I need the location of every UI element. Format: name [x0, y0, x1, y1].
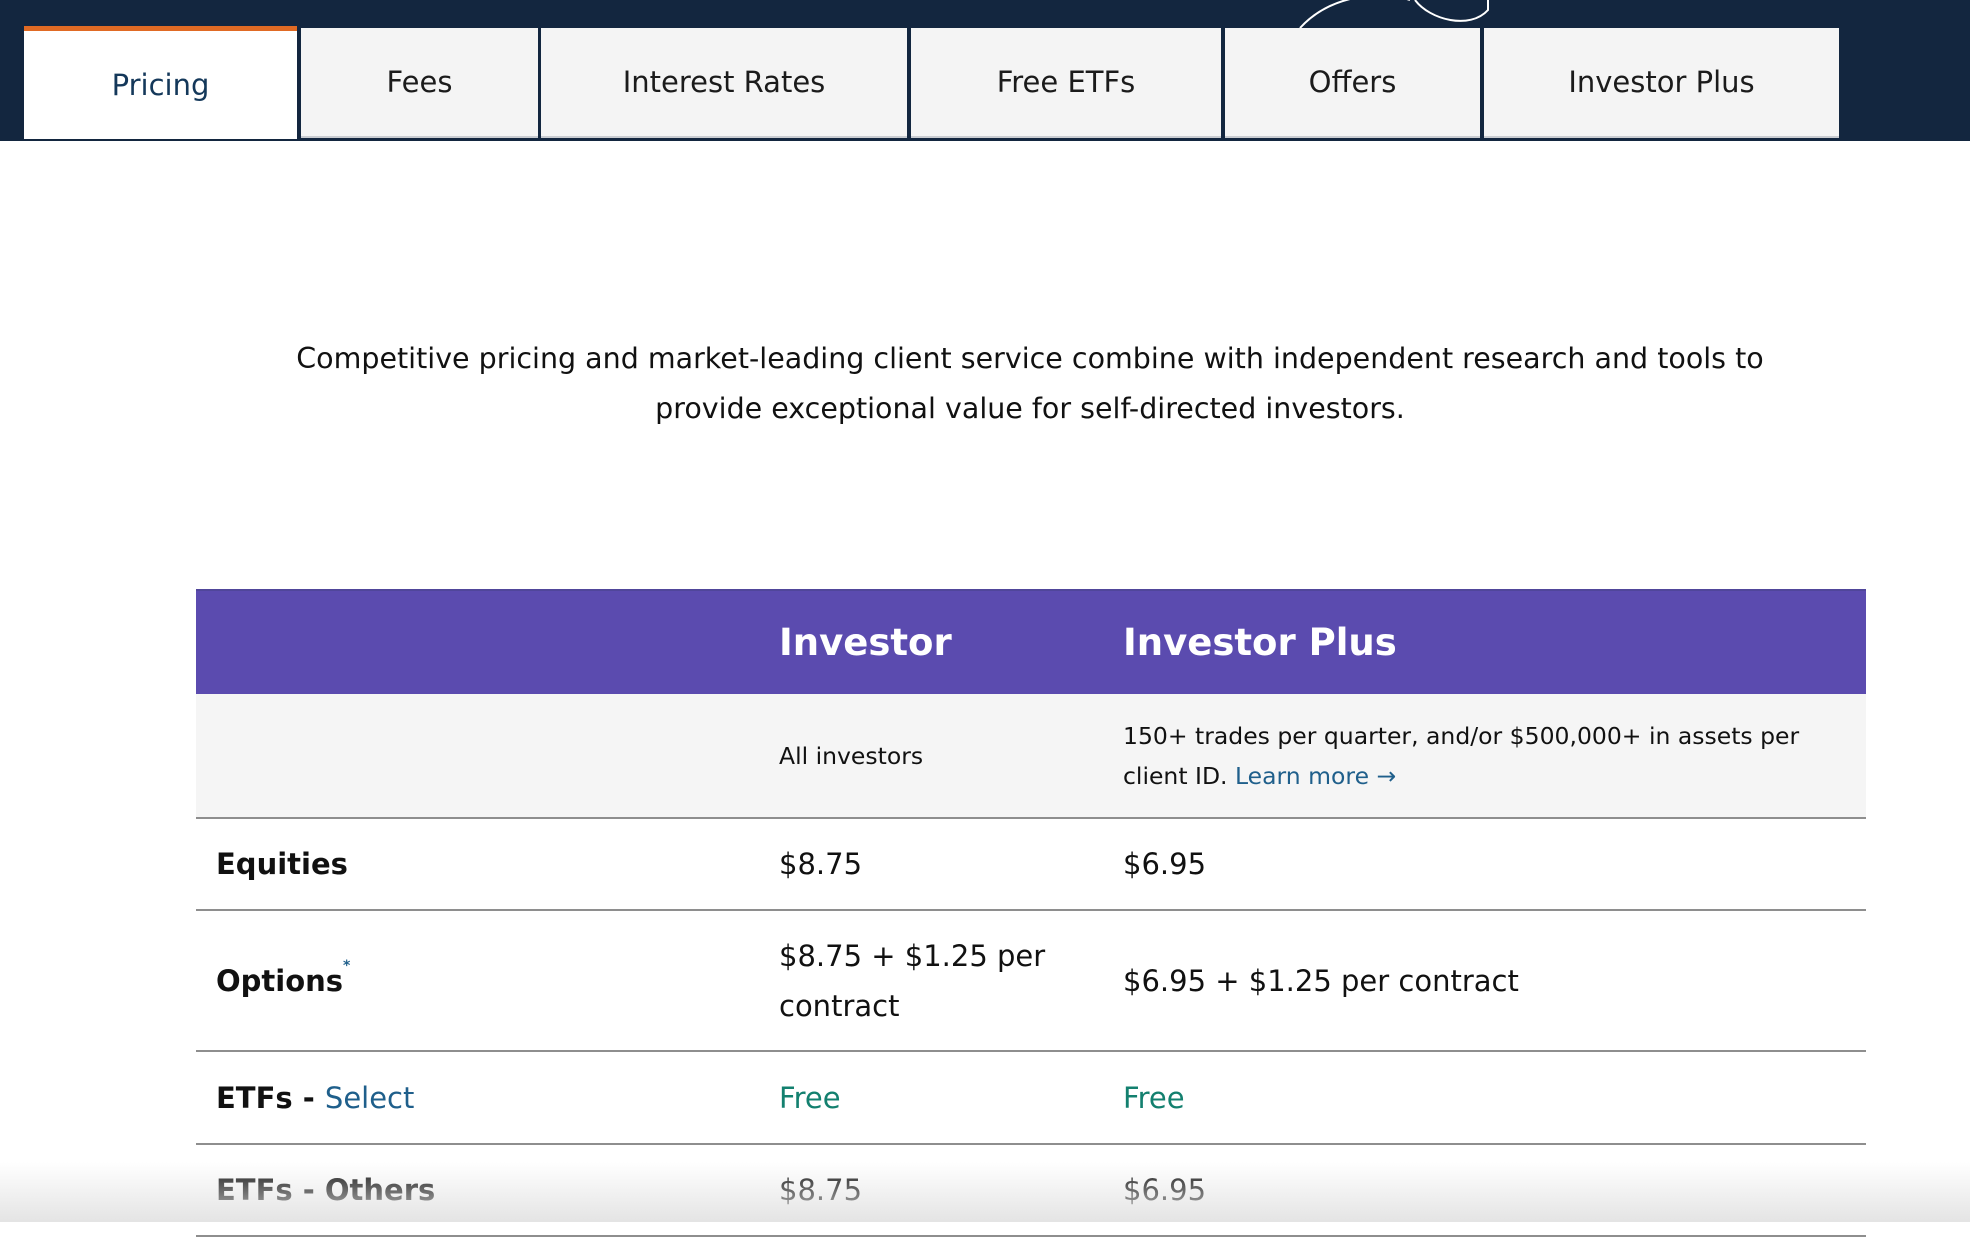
cell: $6.95 [1123, 1144, 1866, 1237]
cell: Free [1123, 1051, 1866, 1145]
link[interactable]: Select [324, 1080, 415, 1115]
pricing-table: Investor Investor Plus All investors 150… [196, 589, 1866, 1237]
row-label: ETFs - Others [196, 1144, 779, 1237]
decoration [1299, 0, 1489, 29]
intro-text: Competitive pricing and market-leading c… [296, 342, 1764, 425]
text: 150+ trades per quarter, and/or $500,000… [1123, 721, 1800, 790]
row-label: Options* [196, 910, 779, 1052]
row: Options* $8.75 + $1.25 per contract $6.9… [196, 910, 1866, 1052]
header-cell: Investor [779, 589, 1123, 694]
row: ETFs - Others $8.75 $6.95 [196, 1144, 1866, 1237]
row: ETFs - Select Free Free [196, 1051, 1866, 1145]
tab[interactable]: Free ETFs [911, 28, 1221, 138]
cell: $6.95 [1123, 818, 1866, 911]
row: Equities $8.75 $6.95 [196, 818, 1866, 911]
row-label: Equities [196, 818, 779, 911]
cell: $8.75 + $1.25 per contract [779, 910, 1123, 1052]
header-row: Investor Investor Plus [196, 589, 1866, 694]
cell: $8.75 [779, 818, 1123, 911]
cell: 150+ trades per quarter, and/or $500,000… [1123, 694, 1866, 819]
tab[interactable]: Fees [301, 28, 538, 138]
footnote-marker[interactable]: * [343, 957, 351, 974]
link[interactable]: Learn more → [1235, 761, 1397, 790]
tab[interactable]: Interest Rates [541, 28, 907, 138]
cell: $6.95 + $1.25 per contract [1123, 910, 1866, 1052]
text: Options [216, 963, 344, 998]
tab[interactable]: Offers [1225, 28, 1480, 138]
row-label: ETFs - Select [196, 1051, 779, 1145]
cell: $8.75 [779, 1144, 1123, 1237]
tab[interactable]: Pricing [24, 26, 297, 139]
cell: Free [779, 1051, 1123, 1145]
subheader-row: All investors 150+ trades per quarter, a… [196, 694, 1866, 819]
tab[interactable]: Investor Plus [1484, 28, 1839, 138]
cell: All investors [779, 694, 1123, 819]
header-cell: Investor Plus [1123, 589, 1866, 694]
header-cell [196, 589, 779, 694]
text: ETFs - [216, 1080, 325, 1115]
